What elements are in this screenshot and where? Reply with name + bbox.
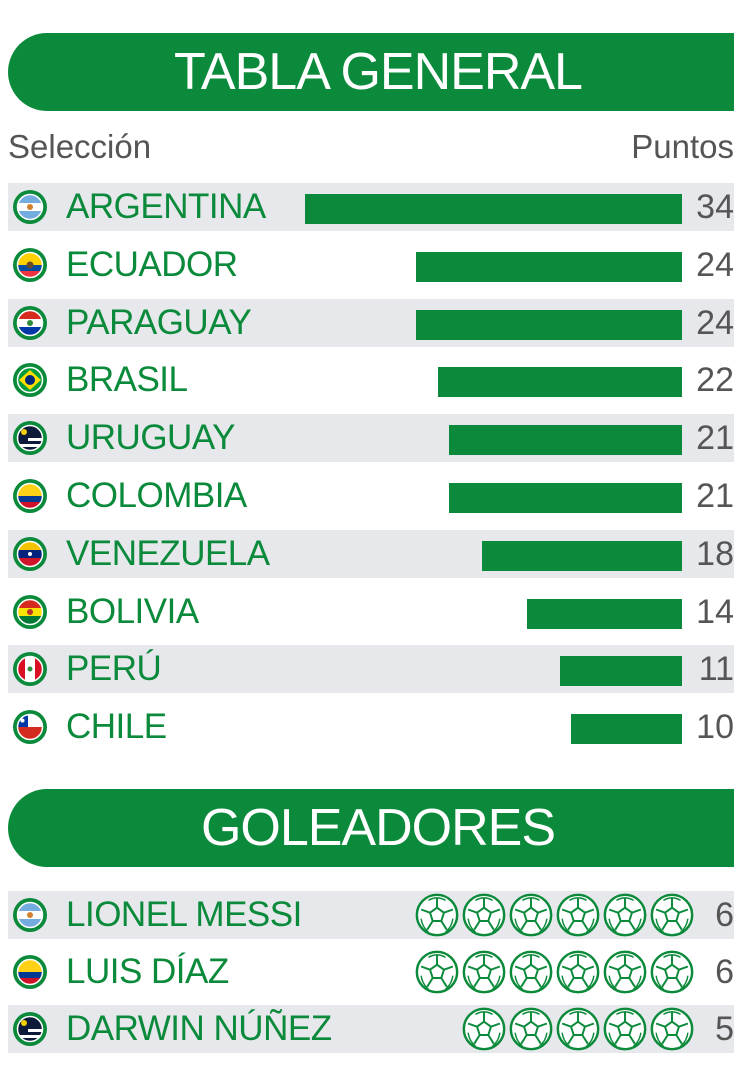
team-name: BOLIVIA bbox=[66, 591, 199, 631]
points-value: 21 bbox=[696, 419, 734, 458]
standings-row: COLOMBIA 21 bbox=[8, 472, 734, 520]
uruguay-flag-icon bbox=[12, 1011, 48, 1047]
points-value: 22 bbox=[696, 361, 734, 400]
goleadores-banner: GOLEADORES bbox=[8, 789, 734, 867]
points-value: 24 bbox=[696, 245, 734, 284]
team-name: ARGENTINA bbox=[66, 187, 266, 226]
colombia-flag-icon bbox=[12, 954, 48, 990]
standings-row: PARAGUAY 24 bbox=[8, 298, 734, 347]
scorer-row: DARWIN NÚÑEZ 5 bbox=[8, 1005, 734, 1053]
standings-row: CHILE 10 bbox=[8, 703, 734, 751]
scorer-row: LIONEL MESSI 6 bbox=[8, 891, 734, 939]
soccer-ball-icon bbox=[650, 950, 694, 994]
points-bar bbox=[482, 540, 682, 571]
soccer-ball-icon bbox=[650, 1007, 694, 1051]
soccer-ball-icon bbox=[603, 893, 647, 937]
soccer-ball-icon bbox=[509, 1007, 553, 1051]
standings-row: BRASIL 22 bbox=[8, 356, 734, 404]
team-name: VENEZUELA bbox=[66, 533, 270, 573]
goals-value: 6 bbox=[715, 953, 734, 991]
team-name: PERÚ bbox=[66, 649, 162, 689]
standings-row: ARGENTINA 34 bbox=[8, 183, 734, 231]
colombia-flag-icon bbox=[12, 478, 48, 514]
argentina-flag-icon bbox=[12, 897, 48, 933]
soccer-ball-icon bbox=[415, 950, 459, 994]
soccer-ball-icon bbox=[556, 950, 600, 994]
tabla-general-title: TABLA GENERAL bbox=[174, 43, 583, 101]
points-value: 24 bbox=[696, 303, 734, 342]
soccer-ball-icon bbox=[462, 893, 506, 937]
soccer-ball-icon bbox=[603, 950, 647, 994]
points-value: 34 bbox=[696, 188, 734, 226]
standings-row: VENEZUELA 18 bbox=[8, 529, 734, 578]
team-name: CHILE bbox=[66, 707, 167, 747]
team-name: ECUADOR bbox=[66, 244, 238, 284]
points-bar bbox=[416, 309, 682, 340]
chile-flag-icon bbox=[12, 709, 48, 745]
points-bar bbox=[416, 251, 682, 282]
bolivia-flag-icon bbox=[12, 594, 48, 630]
points-bar bbox=[449, 483, 682, 513]
standings-row: BOLIVIA 14 bbox=[8, 588, 734, 636]
soccer-ball-icon bbox=[603, 1007, 647, 1051]
points-value: 11 bbox=[698, 650, 734, 689]
brasil-flag-icon bbox=[12, 362, 48, 398]
goals-value: 5 bbox=[715, 1010, 734, 1048]
soccer-ball-icon bbox=[509, 893, 553, 937]
soccer-ball-icon bbox=[650, 893, 694, 937]
goals-value: 6 bbox=[715, 896, 734, 934]
points-value: 10 bbox=[696, 708, 734, 747]
puntos-column-header: Puntos bbox=[631, 128, 734, 165]
points-value: 21 bbox=[696, 477, 734, 515]
team-name: BRASIL bbox=[66, 360, 188, 400]
standings-row: PERÚ 11 bbox=[8, 645, 734, 694]
soccer-ball-icon bbox=[415, 893, 459, 937]
seleccion-column-header: Selección bbox=[8, 128, 152, 165]
soccer-ball-icon bbox=[462, 1007, 506, 1051]
points-bar bbox=[571, 714, 682, 745]
soccer-ball-icon bbox=[556, 1007, 600, 1051]
points-value: 18 bbox=[696, 534, 734, 573]
player-name: LUIS DÍAZ bbox=[66, 952, 229, 991]
goleadores-title: GOLEADORES bbox=[200, 799, 556, 857]
points-bar bbox=[560, 656, 682, 687]
points-bar bbox=[305, 194, 682, 224]
team-name: COLOMBIA bbox=[66, 476, 247, 515]
team-name: URUGUAY bbox=[66, 418, 235, 458]
points-bar bbox=[438, 367, 682, 398]
points-value: 14 bbox=[696, 592, 734, 631]
uruguay-flag-icon bbox=[12, 420, 48, 456]
venezuela-flag-icon bbox=[12, 536, 48, 572]
goal-balls bbox=[415, 893, 694, 937]
player-name: DARWIN NÚÑEZ bbox=[66, 1009, 332, 1048]
soccer-ball-icon bbox=[556, 893, 600, 937]
peru-flag-icon bbox=[12, 651, 48, 687]
points-bar bbox=[527, 598, 682, 629]
ecuador-flag-icon bbox=[12, 247, 48, 283]
paraguay-flag-icon bbox=[12, 305, 48, 341]
tabla-general-banner: TABLA GENERAL bbox=[8, 33, 734, 111]
scorer-row: LUIS DÍAZ 6 bbox=[8, 948, 734, 996]
soccer-ball-icon bbox=[509, 950, 553, 994]
player-name: LIONEL MESSI bbox=[66, 895, 302, 934]
goal-balls bbox=[462, 1007, 694, 1051]
standings-row: URUGUAY 21 bbox=[8, 414, 734, 463]
team-name: PARAGUAY bbox=[66, 302, 252, 342]
points-bar bbox=[449, 425, 682, 456]
argentina-flag-icon bbox=[12, 189, 48, 225]
goal-balls bbox=[415, 950, 694, 994]
standings-row: ECUADOR 24 bbox=[8, 241, 734, 289]
soccer-ball-icon bbox=[462, 950, 506, 994]
